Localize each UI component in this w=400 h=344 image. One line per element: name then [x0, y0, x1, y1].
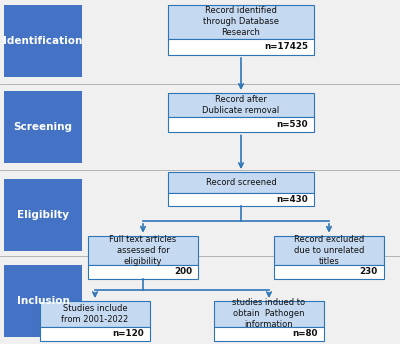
FancyBboxPatch shape — [168, 5, 314, 39]
FancyBboxPatch shape — [168, 172, 314, 193]
FancyBboxPatch shape — [40, 327, 150, 341]
FancyBboxPatch shape — [40, 301, 150, 327]
FancyBboxPatch shape — [4, 265, 82, 337]
FancyBboxPatch shape — [4, 5, 82, 77]
Text: Identification: Identification — [3, 36, 83, 46]
Text: n=17425: n=17425 — [264, 42, 308, 51]
FancyBboxPatch shape — [274, 265, 384, 279]
FancyBboxPatch shape — [168, 93, 314, 117]
Text: Record screened: Record screened — [206, 178, 276, 187]
FancyBboxPatch shape — [4, 179, 82, 251]
FancyBboxPatch shape — [88, 265, 198, 279]
Text: Record after
Dublicate removal: Record after Dublicate removal — [202, 95, 280, 115]
FancyBboxPatch shape — [168, 117, 314, 132]
Text: 200: 200 — [174, 267, 192, 276]
Text: n=530: n=530 — [276, 120, 308, 129]
Text: Studies include
from 2001-2022: Studies include from 2001-2022 — [61, 304, 129, 324]
Text: Record excluded
due to unrelated
titles: Record excluded due to unrelated titles — [294, 235, 364, 266]
FancyBboxPatch shape — [274, 236, 384, 265]
FancyBboxPatch shape — [4, 91, 82, 163]
Text: Record identified
through Database
Research: Record identified through Database Resea… — [203, 6, 279, 37]
FancyBboxPatch shape — [168, 193, 314, 206]
FancyBboxPatch shape — [88, 236, 198, 265]
Text: Inclusion: Inclusion — [16, 296, 70, 306]
Text: n=80: n=80 — [292, 329, 318, 338]
Text: studies indued to
obtain  Pathogen
information: studies indued to obtain Pathogen inform… — [232, 298, 306, 330]
Text: Eligibilty: Eligibilty — [17, 210, 69, 220]
Text: n=430: n=430 — [276, 195, 308, 204]
Text: n=120: n=120 — [112, 329, 144, 338]
Text: Full text articles
assessed for
eligibility: Full text articles assessed for eligibil… — [109, 235, 177, 266]
FancyBboxPatch shape — [214, 327, 324, 341]
FancyBboxPatch shape — [214, 301, 324, 327]
Text: Screening: Screening — [14, 122, 72, 132]
Text: 230: 230 — [360, 267, 378, 276]
FancyBboxPatch shape — [168, 39, 314, 55]
